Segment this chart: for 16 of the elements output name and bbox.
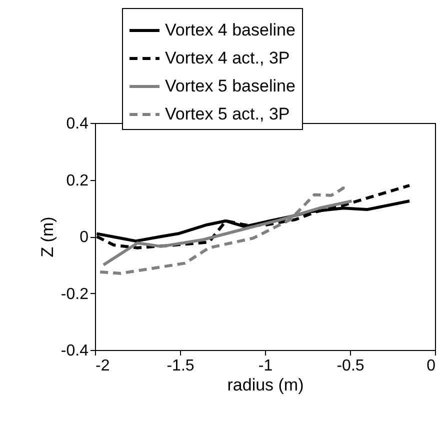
y-tick-label: 0 (80, 229, 89, 246)
legend-label: Vortex 5 act., 3P (165, 104, 290, 124)
y-tick-label: -0.2 (60, 286, 89, 303)
x-tick-label: -0.5 (336, 358, 364, 374)
x-tick-label: 0 (426, 358, 436, 374)
legend-label: Vortex 4 baseline (165, 20, 296, 40)
y-axis-title: Z (m) (38, 216, 57, 258)
legend-label: Vortex 5 baseline (165, 76, 296, 96)
y-tick-label: 0.2 (66, 172, 89, 190)
x-tick-label: -1 (258, 358, 273, 374)
y-tick-label: 0.4 (66, 116, 89, 132)
x-tick-label: -1.5 (166, 358, 194, 374)
y-tick-label: -0.4 (60, 342, 89, 360)
x-tick-label: -2 (96, 358, 110, 374)
x-axis-title: radius (m) (227, 376, 304, 394)
legend-label: Vortex 4 act., 3P (165, 48, 290, 68)
